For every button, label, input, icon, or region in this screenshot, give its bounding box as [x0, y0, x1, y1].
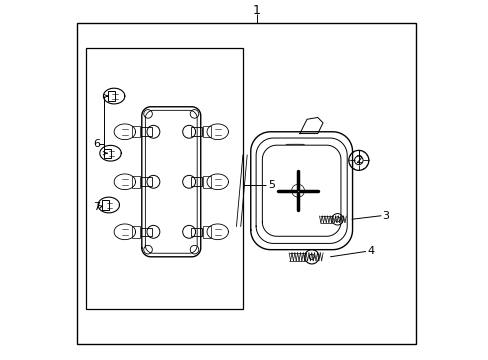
Bar [190, 228, 201, 236]
Bar [104, 149, 111, 158]
Text: 2: 2 [354, 156, 362, 165]
Text: 4: 4 [367, 247, 374, 256]
Bar [203, 226, 210, 238]
Bar [141, 228, 151, 236]
Text: 3: 3 [381, 211, 388, 221]
Bar [190, 127, 201, 136]
Text: 1: 1 [253, 4, 261, 17]
Bar [132, 126, 140, 138]
Bar [141, 127, 151, 136]
Bar [190, 177, 201, 186]
Bar [85, 48, 242, 309]
Bar [107, 91, 115, 101]
Bar [132, 226, 140, 238]
Text: 6: 6 [93, 139, 100, 149]
Text: 7: 7 [93, 202, 100, 212]
Bar [141, 177, 151, 186]
Bar [203, 126, 210, 138]
Circle shape [291, 184, 304, 197]
Bar [203, 176, 210, 188]
Bar [132, 176, 140, 188]
Bar [102, 201, 109, 210]
Text: 5: 5 [267, 180, 274, 190]
